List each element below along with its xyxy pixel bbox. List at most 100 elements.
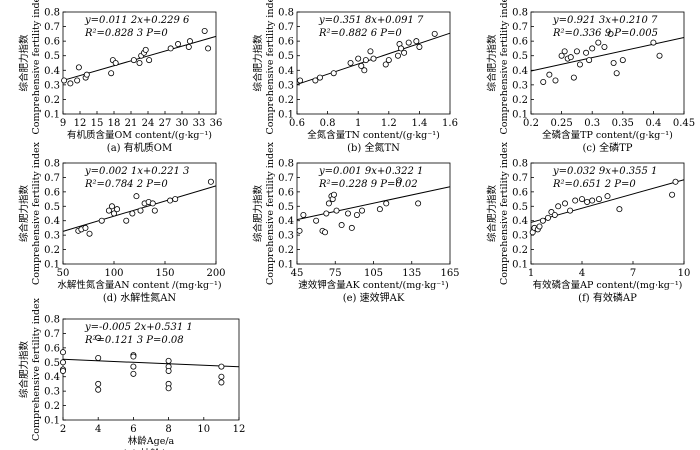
chart-1-xtick-label: 15	[91, 118, 104, 129]
chart-5-fit-line	[296, 186, 451, 221]
chart-7-point	[130, 353, 137, 360]
chart-5-point	[348, 224, 355, 231]
chart-5-ytick-label: 0.4	[278, 216, 294, 227]
chart-6-point	[579, 196, 586, 203]
chart-5-point	[330, 191, 337, 198]
chart-3-ytick-label: 0.6	[512, 37, 528, 48]
chart-6-point	[616, 206, 623, 213]
chart-1-point	[146, 57, 153, 64]
chart-7-point	[165, 367, 172, 374]
chart-6-point	[545, 214, 552, 221]
chart-1-point	[136, 60, 143, 67]
chart-7-point	[60, 359, 67, 366]
chart-4-point	[207, 178, 214, 185]
chart-3-point	[601, 43, 608, 50]
chart-1-point	[75, 64, 82, 71]
chart-5-xtick-label: 105	[364, 268, 383, 279]
chart-7-ytick-label: 0.6	[44, 343, 60, 354]
chart-2-ytick-label: 0.3	[278, 80, 294, 91]
chart-3-point	[650, 39, 657, 46]
chart-4-xtick-label: 50	[57, 268, 70, 279]
chart-7-r2-p: R²=0.121 3 P=0.08	[84, 335, 184, 346]
chart-4-point	[129, 210, 136, 217]
chart-6-ytick-label: 0.7	[512, 173, 528, 184]
chart-5-ytick-label: 0.7	[278, 173, 294, 184]
chart-3-point	[573, 48, 580, 55]
chart-7-ylabel-cn: 综合肥力指数	[18, 341, 30, 399]
chart-2-ytick-label: 0.5	[278, 51, 294, 62]
chart-3-point	[570, 74, 577, 81]
chart-1-point	[186, 38, 193, 45]
chart-7-ytick-label: 0.2	[44, 401, 60, 412]
chart-2-xtick-label: 1.2	[381, 118, 397, 129]
chart-7-point	[95, 334, 102, 341]
chart-2-xtick-label: 1.4	[411, 118, 427, 129]
chart-1-point	[185, 43, 192, 50]
chart-5-point	[323, 210, 330, 217]
chart-4-point	[111, 210, 118, 217]
chart-1-point	[112, 60, 119, 67]
chart-4-ylabel-cn: 综合肥力指数	[18, 185, 30, 243]
chart-1-point	[205, 45, 212, 52]
chart-3-xtick-label: 0.3	[584, 118, 600, 129]
chart-7-xtick-label: 2	[60, 424, 66, 435]
chart-2-point	[416, 43, 423, 50]
chart-2-ytick-label: 0.8	[278, 8, 294, 19]
chart-2-r2-p: R²=0.882 6 P=0	[318, 28, 402, 39]
chart-5-point	[415, 200, 422, 207]
chart-1-ytick-label: 0.2	[44, 95, 60, 106]
chart-6-caption: (f) 有效磷AP	[578, 291, 637, 304]
chart-6-ytick-label: 0.5	[512, 202, 528, 213]
chart-4-ylabel-en: Comprehensive fertility index	[31, 141, 42, 285]
chart-7-ytick-label: 0.4	[44, 372, 60, 383]
chart-3-equation: y=0.921 3x+0.210 7	[552, 15, 658, 26]
chart-6-point	[551, 211, 558, 218]
chart-5-equation: y=0.001 9x+0.322 1	[318, 166, 423, 177]
chart-5-point	[395, 177, 402, 184]
chart-5-point	[325, 200, 332, 207]
chart-4-equation: y=0.002 1x+0.221 3	[84, 166, 189, 177]
chart-7-fit-line	[62, 358, 240, 368]
chart-3-point	[567, 54, 574, 61]
chart-4-point	[114, 206, 121, 213]
chart-4-ytick-label: 0.6	[44, 187, 60, 198]
chart-5-point	[359, 207, 366, 214]
chart-2-point	[316, 74, 323, 81]
chart-3-xtick-label: 0.45	[673, 118, 695, 129]
chart-6-equation: y=0.032 9x+0.355 1	[552, 166, 657, 177]
chart-6-point	[584, 198, 591, 205]
chart-3-point	[552, 77, 559, 84]
chart-3-r2-p: R²=0.336 9 P=0.005	[552, 28, 658, 39]
chart-6-xtick-label: 10	[678, 268, 691, 279]
chart-2-point	[358, 62, 365, 69]
chart-3-point	[546, 71, 553, 78]
chart-2-point	[312, 77, 319, 84]
chart-6-point	[596, 196, 603, 203]
chart-5-point	[333, 207, 340, 214]
chart-5-point	[300, 211, 307, 218]
chart-7-ytick-label: 0.1	[44, 416, 60, 427]
chart-4-ytick-label: 0.3	[44, 231, 60, 242]
chart-6-ytick-label: 0.2	[512, 245, 528, 256]
chart-1-ylabel-en: Comprehensive fertility index	[31, 0, 42, 135]
chart-7-ytick-label: 0.5	[44, 358, 60, 369]
chart-3-point	[613, 70, 620, 77]
chart-1-ytick-label: 0.4	[44, 66, 60, 77]
chart-1-point	[142, 46, 149, 53]
chart-5-ytick-label: 0.5	[278, 202, 294, 213]
chart-1-point	[83, 71, 90, 78]
chart-1-xlabel: 有机质含量OM content/(g·kg⁻¹)	[67, 129, 212, 141]
chart-7-ytick-label: 0.7	[44, 329, 60, 340]
chart-4-ytick-label: 0.5	[44, 202, 60, 213]
chart-7-xtick-label: 6	[130, 424, 136, 435]
chart-7-ylabel-en: Comprehensive fertility index	[31, 297, 42, 441]
chart-6-point	[536, 223, 543, 230]
chart-2-point	[382, 61, 389, 68]
chart-4-point	[123, 217, 130, 224]
chart-1-point	[74, 77, 81, 84]
chart-4-point	[98, 217, 105, 224]
chart-1-ytick-label: 0.1	[44, 110, 60, 121]
chart-4-point	[108, 203, 115, 210]
chart-1-xtick-label: 30	[176, 118, 189, 129]
chart-7-equation: y=-0.005 2x+0.531 1	[84, 322, 193, 333]
